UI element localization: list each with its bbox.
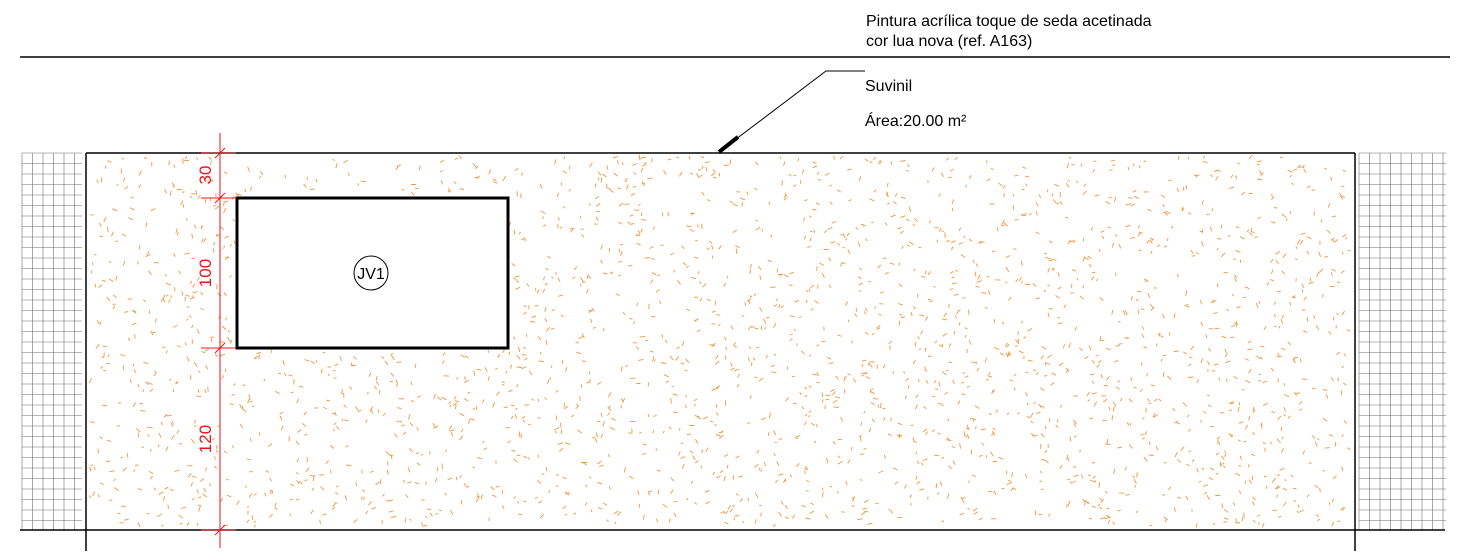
paint-hatch-pattern xyxy=(88,154,1351,528)
dimension-chain xyxy=(201,133,236,548)
window-tag: JV1 xyxy=(357,266,385,283)
tile-panel-left xyxy=(21,152,82,530)
finish-brand-label: Suvinil xyxy=(865,78,912,95)
finish-note-line2: cor lua nova (ref. A163) xyxy=(866,33,1032,50)
finish-area-label: Área:20.00 m² xyxy=(865,111,967,130)
finish-note-line1: Pintura acrílica toque de seda acetinada xyxy=(866,13,1152,30)
leader-line xyxy=(717,70,865,154)
dim-label-120: 120 xyxy=(196,425,215,453)
tile-panel-right xyxy=(1358,152,1446,530)
dim-label-30: 30 xyxy=(196,166,215,185)
wall-outline xyxy=(20,152,1445,551)
window-tag-circle xyxy=(353,255,389,291)
dim-label-100: 100 xyxy=(196,259,215,287)
